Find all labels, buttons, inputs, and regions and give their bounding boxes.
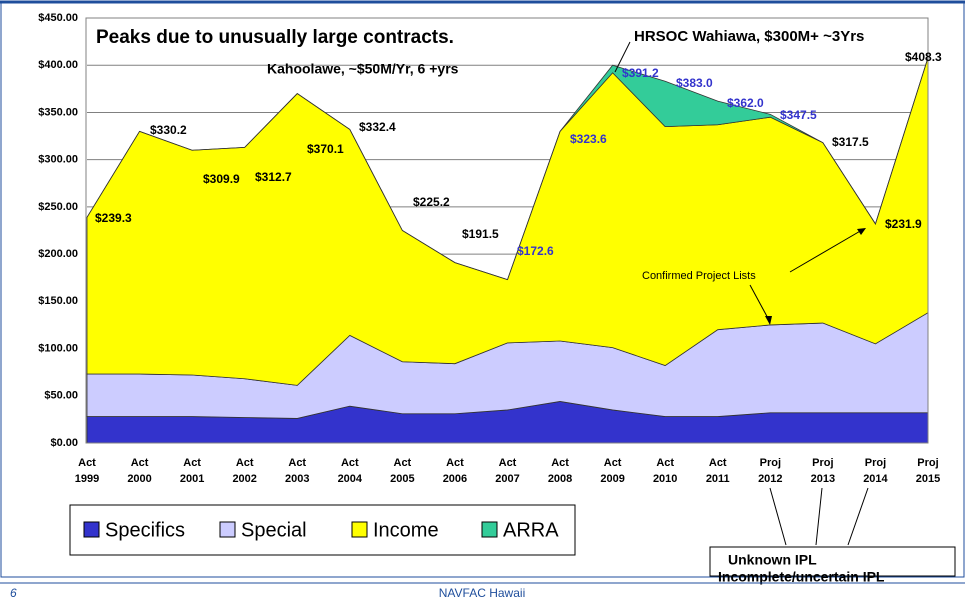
data-label: $317.5 bbox=[832, 135, 869, 149]
y-tick-label: $400.00 bbox=[38, 59, 78, 71]
data-label: $323.6 bbox=[570, 132, 607, 146]
data-label: $309.9 bbox=[203, 172, 240, 186]
legend-label: Income bbox=[373, 519, 439, 541]
x-tick-label: Proj 2012 bbox=[758, 457, 783, 485]
x-tick-label: Act 2004 bbox=[337, 457, 363, 485]
y-tick-label: $450.00 bbox=[38, 12, 78, 24]
data-label: $408.3 bbox=[905, 50, 942, 64]
x-tick-label: Act 2000 bbox=[127, 457, 152, 485]
legend-swatch bbox=[481, 521, 498, 538]
annotation: Confirmed Project Lists bbox=[642, 270, 756, 282]
x-tick-label: Act 2009 bbox=[600, 457, 625, 485]
plot-frame bbox=[85, 17, 929, 444]
y-tick-label: $100.00 bbox=[38, 342, 78, 354]
x-tick-label: Proj 2015 bbox=[915, 457, 941, 485]
arrow bbox=[614, 41, 631, 73]
data-label: $239.3 bbox=[95, 211, 132, 225]
legend-label: ARRA bbox=[503, 519, 559, 541]
arrow bbox=[847, 487, 869, 546]
data-label: $312.7 bbox=[255, 170, 292, 184]
data-label: $383.0 bbox=[676, 76, 713, 90]
data-label: $370.1 bbox=[307, 142, 344, 156]
x-tick-label: Act 1999 bbox=[74, 457, 100, 485]
data-label: $225.2 bbox=[413, 195, 450, 209]
data-label: $330.2 bbox=[150, 123, 187, 137]
chart-title: Peaks due to unusually large contracts. bbox=[96, 27, 454, 48]
x-tick-label: Act 2007 bbox=[495, 457, 520, 485]
y-tick-label: $300.00 bbox=[38, 154, 78, 166]
y-tick-label: $250.00 bbox=[38, 201, 78, 213]
y-tick-label: $50.00 bbox=[44, 390, 78, 402]
data-label: $391.2 bbox=[622, 66, 659, 80]
data-label: $362.0 bbox=[727, 96, 764, 110]
y-tick-label: $0.00 bbox=[50, 437, 78, 449]
arrow bbox=[815, 487, 823, 546]
footer-org: NAVFAC Hawaii bbox=[439, 586, 525, 600]
legend-swatch bbox=[351, 521, 368, 538]
arrowhead bbox=[765, 316, 772, 325]
ipl-box bbox=[709, 546, 956, 577]
slide-frame bbox=[0, 2, 965, 578]
data-label: $172.6 bbox=[517, 244, 554, 258]
data-label: $332.4 bbox=[359, 120, 396, 134]
data-label: $191.5 bbox=[462, 227, 499, 241]
x-tick-label: Act 2010 bbox=[652, 457, 678, 485]
ipl-note: Unknown IPL bbox=[728, 552, 817, 568]
x-tick-label: Act 2002 bbox=[232, 457, 257, 485]
page-number: 6 bbox=[10, 586, 17, 600]
x-tick-label: Act 2005 bbox=[390, 457, 415, 485]
ipl-arrows bbox=[769, 487, 869, 546]
data-label: $347.5 bbox=[780, 108, 817, 122]
x-tick-label: Proj 2014 bbox=[863, 457, 888, 485]
y-tick-label: $200.00 bbox=[38, 248, 78, 260]
x-tick-label: Act 2001 bbox=[179, 457, 205, 485]
arrow bbox=[749, 284, 771, 323]
arrow bbox=[789, 229, 863, 273]
legend-label: Special bbox=[241, 519, 307, 541]
arrow bbox=[769, 487, 787, 546]
x-tick-label: Act 2003 bbox=[285, 457, 310, 485]
x-tick-label: Act 2006 bbox=[442, 457, 468, 485]
legend-swatch bbox=[83, 521, 100, 538]
data-label: $231.9 bbox=[885, 217, 922, 231]
x-tick-label: Act 2011 bbox=[705, 457, 730, 485]
arrowhead bbox=[857, 228, 866, 235]
annotation: HRSOC Wahiawa, $300M+ ~3Yrs bbox=[634, 28, 864, 45]
x-tick-label: Act 2008 bbox=[547, 457, 573, 485]
x-tick-label: Proj 2013 bbox=[810, 457, 836, 485]
annotation: Kahoolawe, ~$50M/Yr, 6 +yrs bbox=[267, 61, 459, 77]
legend-swatch bbox=[219, 521, 236, 538]
y-tick-label: $150.00 bbox=[38, 295, 78, 307]
legend-label: Specifics bbox=[105, 519, 185, 541]
ipl-note: Incomplete/uncertain IPL bbox=[718, 569, 885, 585]
y-tick-label: $350.00 bbox=[38, 106, 78, 118]
